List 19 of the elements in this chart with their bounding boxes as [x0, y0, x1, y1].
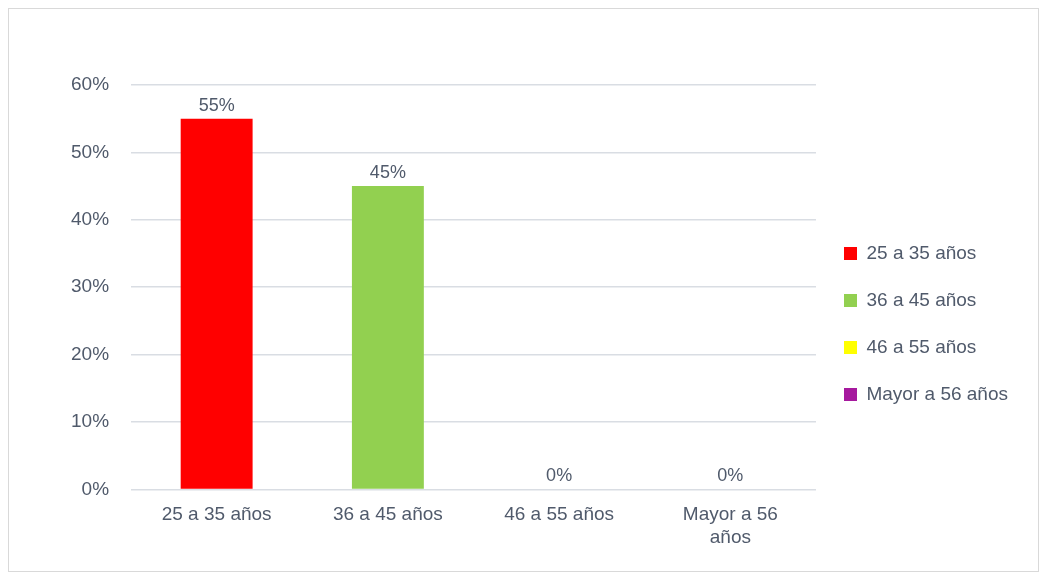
legend-label: 36 a 45 años — [866, 288, 977, 310]
y-tick-label: 0% — [81, 477, 110, 499]
x-tick-label: 46 a 55 años — [504, 503, 615, 525]
x-tick-label: Mayor a 56 años — [682, 503, 778, 547]
data-label: 55% — [198, 94, 235, 115]
y-tick-label: 50% — [71, 140, 110, 162]
y-tick-label: 40% — [71, 208, 110, 230]
data-label: 0% — [546, 465, 573, 486]
legend-label: 46 a 55 años — [866, 335, 977, 357]
y-tick-label: 10% — [71, 410, 110, 432]
legend-label: 25 a 35 años — [866, 241, 977, 263]
legend-label: Mayor a 56 años — [866, 382, 1009, 404]
y-tick-label: 30% — [71, 275, 110, 297]
y-tick-label: 60% — [71, 73, 110, 95]
y-tick-label: 20% — [71, 342, 110, 364]
data-label: 45% — [369, 162, 406, 183]
x-tick-label: 25 a 35 años — [161, 503, 272, 525]
x-tick-label: 36 a 45 años — [332, 503, 443, 525]
data-label: 0% — [717, 465, 744, 486]
